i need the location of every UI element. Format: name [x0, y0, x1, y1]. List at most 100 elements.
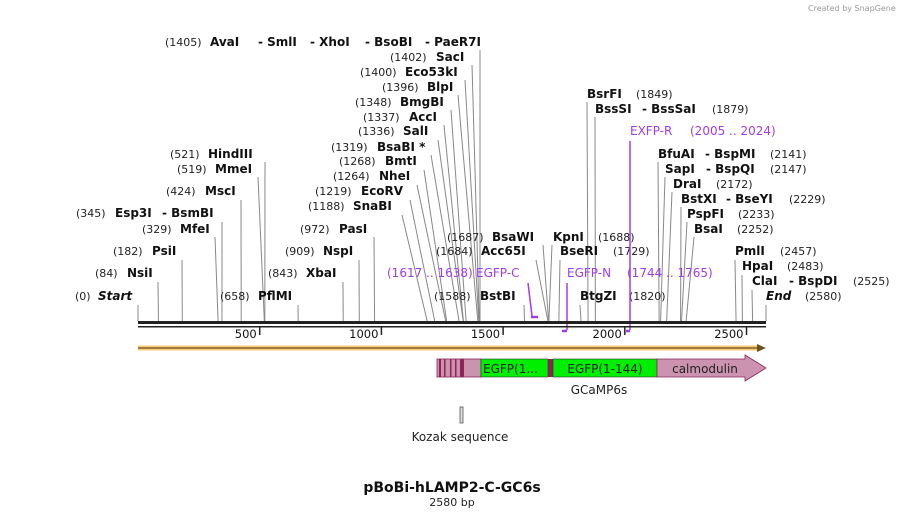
enzyme-name: MmeI — [215, 162, 252, 176]
snapgene-watermark: Created by SnapGene — [808, 4, 896, 13]
enzyme-acci[interactable]: (1337) AccI — [363, 110, 437, 124]
enzyme-mfei[interactable]: (329) MfeI — [142, 222, 210, 236]
enzyme-avai[interactable]: (1405) AvaI - SmlI - XhoI - BsoBI - PaeR7I — [165, 35, 481, 49]
primer-egfp-n[interactable]: EGFP-N (1744 .. 1765) — [562, 266, 713, 333]
enzyme-bmgbi[interactable]: (1348) BmgBI — [355, 95, 444, 109]
enzyme-name: PasI — [339, 222, 367, 236]
enzyme-nsii[interactable]: (84) NsiI — [95, 266, 153, 280]
enzyme-hpai[interactable]: (2483) HpaI — [742, 259, 824, 273]
enzyme-name: - BspQI — [706, 162, 755, 176]
cut-position: (1402) — [390, 51, 427, 64]
primer-range: (1617 .. 1638) — [387, 266, 473, 280]
enzyme-name: Eco53kI — [405, 65, 458, 79]
primer-egfp-c[interactable]: EGFP-C(1617 .. 1638) — [387, 266, 538, 319]
enzyme-esp3i[interactable]: (345) Esp3I - BsmBI — [76, 206, 214, 220]
enzyme-name: BssSI — [595, 102, 632, 116]
enzyme-name: - BspMI — [705, 147, 755, 161]
enzyme-name: BsrFI — [587, 87, 622, 101]
cut-position: (1396) — [382, 81, 419, 94]
cut-position: (1687) — [447, 231, 484, 244]
cut-line-bstbi — [523, 304, 526, 322]
orf-arrow[interactable] — [138, 344, 766, 352]
enzyme-ecorv[interactable]: (1219) EcoRV — [315, 184, 404, 198]
cut-line-acc65i — [535, 259, 549, 322]
enzyme-kpni[interactable]: (1688) KpnI — [553, 230, 635, 244]
enzyme-hindiii[interactable]: (521) HindIII — [170, 147, 253, 161]
enzyme-bseri[interactable]: (1729) BseRI — [560, 244, 650, 258]
kozak-feature[interactable]: Kozak sequence — [412, 406, 509, 444]
enzyme-bsai[interactable]: (2252) BsaI — [694, 222, 774, 236]
enzyme-name: AvaI — [210, 35, 239, 49]
enzyme-start[interactable]: (0) Start — [75, 289, 133, 303]
cut-position: (1337) — [363, 111, 400, 124]
enzyme-name: HpaI — [742, 259, 773, 273]
enzyme-name: PflMI — [258, 289, 292, 303]
cut-position: (1820) — [629, 290, 666, 303]
cut-line-pmli — [734, 259, 737, 322]
axis-ticks: 500 1000 1500 2000 2500 — [235, 327, 748, 341]
enzyme-bsssi[interactable]: (1879) BssSI - BssSaI — [595, 102, 749, 116]
feature-label-kozak: Kozak sequence — [412, 430, 509, 444]
enzyme-name: - BssSaI — [642, 102, 696, 116]
cut-line-bsabi — [430, 154, 460, 322]
enzyme-pflmi[interactable]: (658) PflMI — [220, 289, 292, 303]
enzyme-bsabi[interactable]: (1319) BsaBI * — [331, 140, 426, 154]
enzyme-msci[interactable]: (424) MscI — [166, 184, 236, 198]
enzyme-name: AccI — [409, 110, 437, 124]
cut-position: (1405) — [165, 36, 202, 49]
enzyme-name: BsaI — [694, 222, 723, 236]
enzyme-name: BsaWI — [492, 230, 534, 244]
primer-exfp-r[interactable]: EXFP-R (2005 .. 2024) — [626, 124, 776, 333]
enzyme-bmti[interactable]: (1268) BmtI — [339, 154, 417, 168]
enzyme-name: SnaBI — [353, 199, 392, 213]
enzyme-nhei[interactable]: (1264) NheI — [333, 169, 410, 183]
enzyme-xbai[interactable]: (843) XbaI — [268, 266, 336, 280]
enzyme-nspi[interactable]: (909) NspI — [285, 244, 353, 258]
enzyme-pspfi[interactable]: (2233) PspFI — [687, 207, 775, 221]
cut-position: (0) — [75, 290, 91, 303]
enzyme-bfuai[interactable]: (2141) BfuAI - BspMI — [658, 147, 807, 161]
segment-label-egfp-n: EGFP(1-144) — [567, 362, 642, 376]
enzyme-name: MfeI — [180, 222, 210, 236]
enzyme-blpi[interactable]: (1396) BlpI — [382, 80, 453, 94]
gcamp6s-feature[interactable]: EGFP(1... EGFP(1-144) calmodulin GCaMP6s — [436, 354, 767, 397]
enzyme-drai[interactable]: (2172) DraI — [673, 177, 753, 191]
enzyme-bsawi[interactable]: (1687) BsaWI — [447, 230, 534, 244]
enzyme-name: BtgZI — [580, 289, 617, 303]
enzyme-sali[interactable]: (1336) SalI — [358, 124, 428, 138]
tick-label: 2000 — [593, 327, 622, 341]
enzyme-end[interactable]: (2580) End — [766, 289, 842, 303]
cut-line-pspfi — [681, 221, 688, 322]
enzyme-sapi[interactable]: (2147) SapI - BspQI — [665, 162, 807, 176]
enzyme-name: SacI — [436, 50, 464, 64]
enzyme-name: Start — [98, 289, 133, 303]
enzyme-name: - XhoI — [310, 35, 350, 49]
enzyme-clai[interactable]: (2525) ClaI - BspDI — [752, 274, 890, 288]
enzyme-pmli[interactable]: (2457) PmlI — [735, 244, 817, 258]
cut-line-sapi — [660, 176, 666, 322]
enzyme-pasi[interactable]: (972) PasI — [300, 222, 367, 236]
segment-label-calmodulin: calmodulin — [672, 362, 738, 376]
cut-position: (1219) — [315, 185, 352, 198]
enzyme-saci[interactable]: (1402) SacI — [390, 50, 464, 64]
enzyme-psii[interactable]: (182) PsiI — [113, 244, 176, 258]
primer-name: EGFP-N — [567, 266, 611, 280]
cut-position: (1400) — [360, 66, 397, 79]
cut-position: (2172) — [716, 178, 753, 191]
enzyme-name: BfuAI — [658, 147, 695, 161]
enzyme-mmei[interactable]: (519) MmeI — [177, 162, 252, 176]
cut-position: (2229) — [789, 193, 826, 206]
enzyme-name: - BsoBI — [365, 35, 412, 49]
enzyme-snabi[interactable]: (1188) SnaBI — [308, 199, 392, 213]
cut-line-snabi — [401, 214, 428, 322]
enzyme-bsrfi[interactable]: (1849) BsrFI — [587, 87, 673, 101]
enzyme-eco53ki[interactable]: (1400) Eco53kI — [360, 65, 458, 79]
enzyme-bstxi[interactable]: (2229) BstXI - BseYI — [681, 192, 826, 206]
enzyme-btgzi[interactable]: (1820) BtgZI — [580, 289, 666, 303]
enzyme-bstbi[interactable]: (1588) BstBI — [434, 289, 516, 303]
tick-label: 2500 — [714, 327, 743, 341]
enzyme-acc65i[interactable]: (1684) Acc65I — [436, 244, 526, 258]
enzyme-name: EcoRV — [361, 184, 404, 198]
cut-line-ecorv — [409, 199, 436, 322]
enzyme-name: KpnI — [553, 230, 584, 244]
